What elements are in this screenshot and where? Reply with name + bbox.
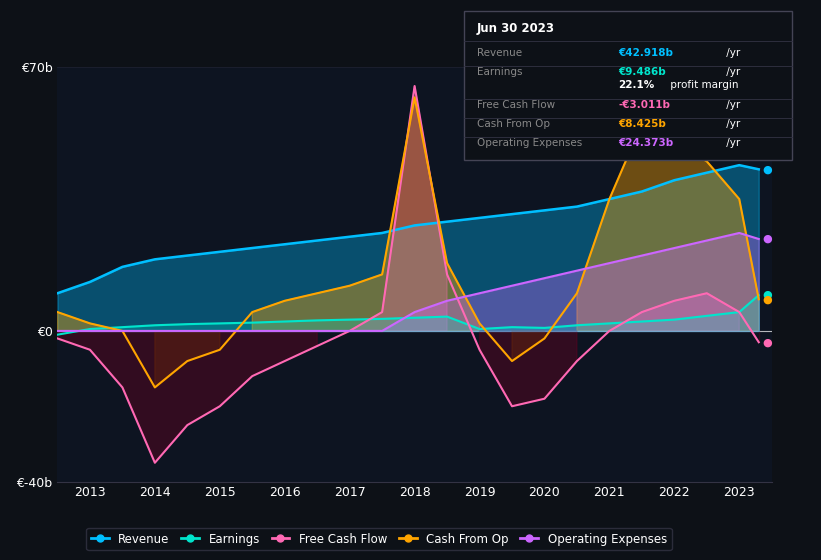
- Text: /yr: /yr: [723, 48, 741, 58]
- Text: ●: ●: [762, 337, 772, 347]
- Legend: Revenue, Earnings, Free Cash Flow, Cash From Op, Operating Expenses: Revenue, Earnings, Free Cash Flow, Cash …: [86, 528, 672, 550]
- Text: ●: ●: [762, 164, 772, 174]
- Text: Jun 30 2023: Jun 30 2023: [477, 22, 555, 35]
- Text: profit margin: profit margin: [667, 81, 739, 90]
- Text: -€3.011b: -€3.011b: [618, 100, 670, 110]
- Text: /yr: /yr: [723, 100, 741, 110]
- Text: Cash From Op: Cash From Op: [477, 119, 550, 129]
- Text: Operating Expenses: Operating Expenses: [477, 138, 582, 148]
- Text: ●: ●: [762, 290, 772, 300]
- Text: €24.373b: €24.373b: [618, 138, 673, 148]
- Text: Earnings: Earnings: [477, 67, 522, 77]
- Text: €8.425b: €8.425b: [618, 119, 666, 129]
- Text: /yr: /yr: [723, 138, 741, 148]
- Text: €42.918b: €42.918b: [618, 48, 673, 58]
- Text: /yr: /yr: [723, 119, 741, 129]
- Text: ●: ●: [762, 234, 772, 244]
- Text: ●: ●: [762, 294, 772, 304]
- FancyBboxPatch shape: [464, 11, 792, 160]
- Text: €9.486b: €9.486b: [618, 67, 666, 77]
- Text: /yr: /yr: [723, 67, 741, 77]
- Text: Free Cash Flow: Free Cash Flow: [477, 100, 555, 110]
- Text: 22.1%: 22.1%: [618, 81, 654, 90]
- Text: Revenue: Revenue: [477, 48, 522, 58]
